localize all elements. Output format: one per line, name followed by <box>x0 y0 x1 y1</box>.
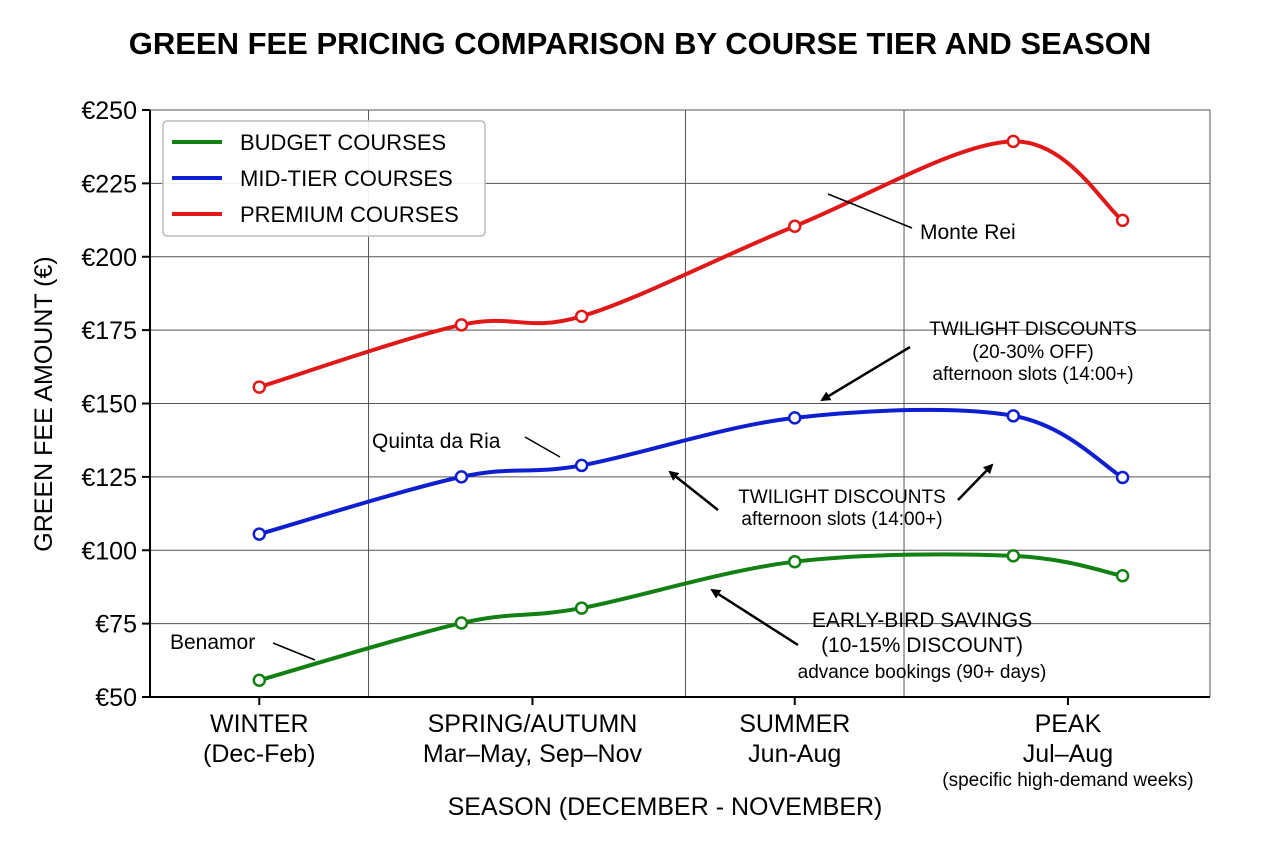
series-line-midtier <box>257 407 1125 537</box>
y-tick-label-3: €125 <box>81 464 137 492</box>
point-midtier-4 <box>1006 409 1021 423</box>
annotation-twilight-2-arrow-left <box>668 470 719 511</box>
annotations: Benamor Quinta da Ria Monte Rei TWILIGHT DI… <box>170 193 1137 683</box>
x-tick-label-1: SPRING/AUTUMN <box>428 710 638 738</box>
series-midtier <box>252 407 1130 541</box>
annotation-twilight-2-line-1: TWILIGHT DISCOUNTS <box>738 487 946 508</box>
x-tick-sublabel-0: (Dec-Feb) <box>203 740 316 768</box>
point-premium-1 <box>454 318 469 332</box>
y-tick-label-6: €200 <box>81 244 137 272</box>
legend-label-midtier: MID-TIER COURSES <box>240 166 453 191</box>
annotation-twilight-1-line-1: TWILIGHT DISCOUNTS <box>929 319 1137 340</box>
annotation-twilight-2-arrow-right <box>957 463 994 501</box>
series-group <box>252 134 1130 688</box>
y-axis-label: GREEN FEE AMOUNT (€) <box>30 256 58 551</box>
point-midtier-2 <box>574 458 589 473</box>
point-premium-3 <box>787 219 802 233</box>
legend-label-budget: BUDGET COURSES <box>240 130 446 155</box>
annotation-benamor-leader <box>272 642 316 661</box>
y-tick-label-7: €225 <box>81 170 137 198</box>
x-tick-label-2: SUMMER <box>739 710 850 738</box>
annotation-twilight-1-line-3: afternoon slots (14:00+) <box>932 364 1133 385</box>
x-axis-label: SEASON (DECEMBER - NOVEMBER) <box>448 793 883 821</box>
point-budget-4 <box>1006 549 1021 563</box>
point-midtier-5 <box>1115 470 1130 485</box>
point-premium-5 <box>1115 213 1130 228</box>
annotation-earlybird-line-1: EARLY-BIRD SAVINGS <box>812 609 1032 632</box>
x-tick-label-3: PEAK <box>1035 710 1102 738</box>
point-budget-5 <box>1115 569 1130 583</box>
legend: BUDGET COURSES MID-TIER COURSES PREMIUM CO… <box>162 120 486 237</box>
y-tick-label-8: €250 <box>81 97 137 125</box>
x-tick-sublabel-3: Jul–Aug <box>1023 740 1113 768</box>
point-budget-3 <box>787 554 802 569</box>
plot-area: Benamor Quinta da Ria Monte Rei TWILIGHT DI… <box>149 109 1211 698</box>
point-premium-2 <box>574 309 589 324</box>
annotation-twilight-1-line-2: (20-30% OFF) <box>972 342 1093 363</box>
x-tick-note-3: (specific high-demand weeks) <box>942 770 1193 791</box>
annotation-twilight-2-line-2: afternoon slots (14:00+) <box>741 509 942 530</box>
y-tick-label-5: €175 <box>81 317 137 345</box>
point-midtier-0 <box>252 527 267 541</box>
point-budget-0 <box>252 673 267 688</box>
series-premium <box>252 134 1130 394</box>
legend-label-premium: PREMIUM COURSES <box>240 202 459 227</box>
series-budget <box>252 549 1130 688</box>
point-midtier-1 <box>454 470 469 484</box>
y-tick-label-4: €150 <box>81 391 137 419</box>
annotation-monte-rei: Monte Rei <box>920 221 1016 244</box>
annotation-twilight-1-arrow <box>820 345 911 402</box>
point-budget-2 <box>574 601 589 615</box>
annotation-earlybird-arrow <box>710 588 799 647</box>
annotation-quinta-leader <box>524 436 561 458</box>
point-premium-0 <box>252 380 267 394</box>
y-tick-label-0: €50 <box>95 684 137 712</box>
x-tick-sublabel-2: Jun-Aug <box>748 740 841 768</box>
point-midtier-3 <box>787 411 802 425</box>
annotation-quinta-da-ria: Quinta da Ria <box>372 430 501 453</box>
annotation-earlybird-line-3: advance bookings (90+ days) <box>798 662 1047 683</box>
y-tick-label-2: €100 <box>81 537 137 565</box>
annotation-monte-rei-leader <box>827 193 913 229</box>
x-tick-sublabel-1: Mar–May, Sep–Nov <box>423 740 643 768</box>
point-premium-4 <box>1006 134 1021 149</box>
legend-box <box>162 120 486 237</box>
chart-title: GREEN FEE PRICING COMPARISON BY COURSE T… <box>129 26 1152 61</box>
y-tick-labels: €50 €75 €100 €125 €150 €175 €200 €225 €250 <box>81 97 150 712</box>
y-tick-label-1: €75 <box>95 611 137 639</box>
x-tick-label-0: WINTER <box>210 710 309 738</box>
point-budget-1 <box>454 616 469 630</box>
annotation-earlybird-line-2: (10-15% DISCOUNT) <box>821 634 1023 657</box>
annotation-benamor: Benamor <box>170 631 255 654</box>
